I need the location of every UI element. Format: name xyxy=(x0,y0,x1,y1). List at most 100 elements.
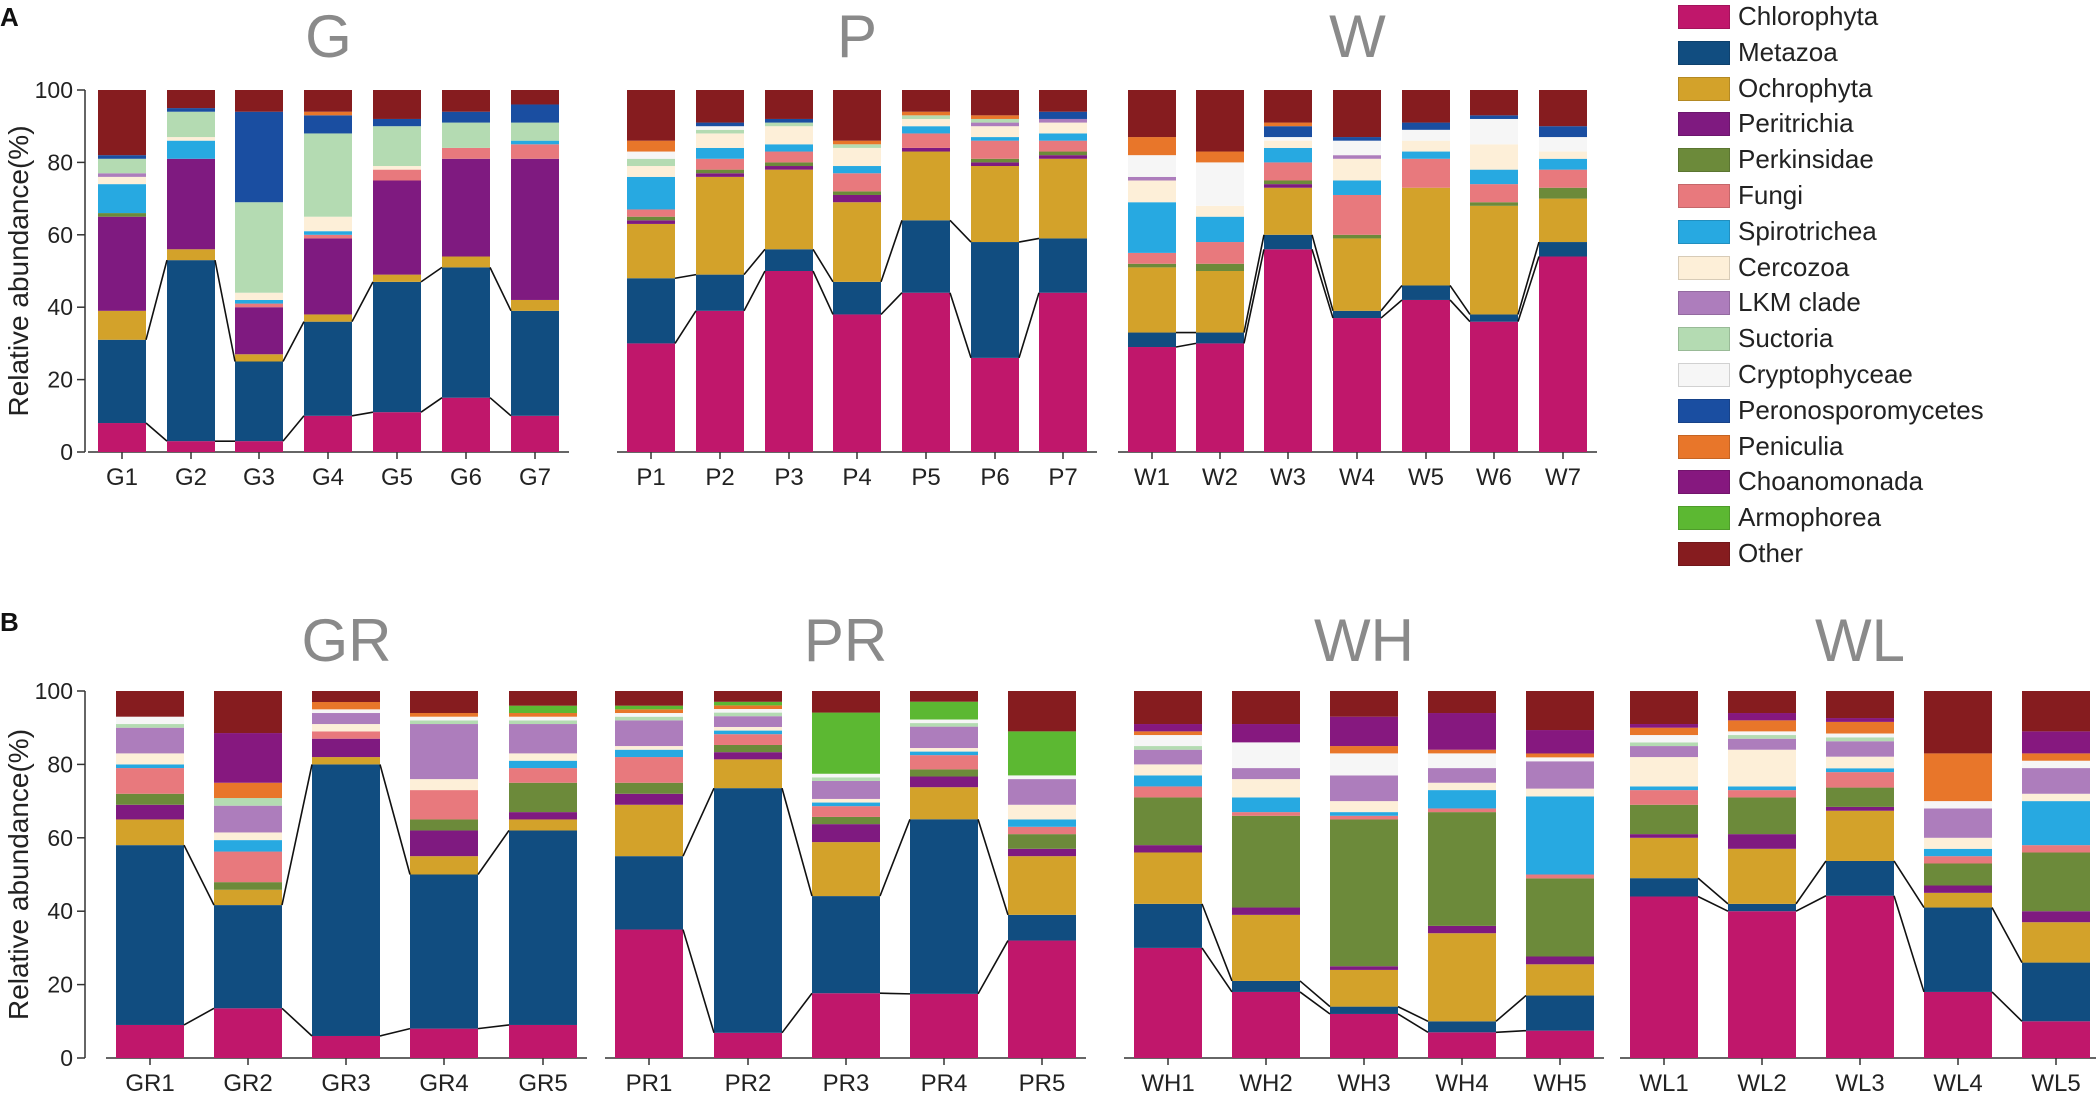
bar-segment-peronosporomycetes xyxy=(765,118,813,123)
bar-segment-choanomonada xyxy=(1630,724,1698,728)
bar-segment-fungi xyxy=(833,173,881,192)
legend-label: Armophorea xyxy=(1738,502,1882,533)
bar-segment-chlorophyta xyxy=(714,1032,782,1058)
bar-segment-peronosporomycetes xyxy=(304,115,352,134)
bar-segment-peronosporomycetes xyxy=(696,122,744,127)
bar-segment-fungi xyxy=(442,147,490,159)
bar-segment-ochrophyta xyxy=(1134,852,1202,904)
bar-segment-metazoa xyxy=(1728,903,1796,912)
legend-label: Chlorophyta xyxy=(1738,1,1879,31)
bar-segment-peritrichia xyxy=(312,738,380,758)
bar-segment-other xyxy=(1330,691,1398,717)
bar-segment-cryptophyceae xyxy=(812,773,880,778)
bar-segment-cercozoa xyxy=(1232,779,1300,798)
bar-segment-cryptophyceae xyxy=(1470,118,1518,145)
legend-swatch xyxy=(1678,291,1730,316)
bar-segment-cercozoa xyxy=(1539,151,1587,159)
bar-segment-fungi xyxy=(1728,790,1796,798)
legend-swatch xyxy=(1678,5,1730,29)
bar-segment-metazoa xyxy=(1232,980,1300,992)
bar-segment-ochrophyta xyxy=(812,842,880,897)
bar-segment-metazoa xyxy=(1264,234,1312,250)
bar-segment-other xyxy=(1134,691,1202,725)
bar-segment-cercozoa xyxy=(98,176,146,185)
bar-segment-ochrophyta xyxy=(511,299,559,311)
bar-segment-peronosporomycetes xyxy=(235,111,283,203)
bar-segment-other xyxy=(1128,90,1176,138)
bar-segment-metazoa xyxy=(1470,314,1518,322)
bar-segment-spirotrichea xyxy=(1039,133,1087,141)
bar-segment-other xyxy=(902,90,950,112)
chlorophyta-connector-line xyxy=(183,1007,510,1037)
bar-segment-cryptophyceae xyxy=(627,151,675,159)
bar-segment-other xyxy=(312,691,380,703)
chlorophyta-connector-line xyxy=(145,397,512,442)
bar-segment-fungi xyxy=(1526,874,1594,879)
bar-segment-ochrophyta xyxy=(442,256,490,268)
bar-segment-metazoa xyxy=(1539,242,1587,257)
bar-segment-cercozoa xyxy=(1428,782,1496,791)
bar-segment-cryptophyceae xyxy=(1330,753,1398,776)
bar-segment-choanomonada xyxy=(1134,724,1202,732)
bar-segment-peniculia xyxy=(615,709,683,714)
bar-segment-perkinsidae xyxy=(1539,187,1587,199)
bar-segment-peritrichia xyxy=(1924,885,1992,893)
bar-segment-ochrophyta xyxy=(1728,848,1796,904)
bar-segment-peniculia xyxy=(1330,746,1398,754)
bar-segment-metazoa xyxy=(214,905,282,1009)
legend-swatch xyxy=(1678,76,1730,101)
bar-segment-suctoria xyxy=(167,111,215,138)
bar-segment-chlorophyta xyxy=(1134,947,1202,1058)
bar-segment-other xyxy=(1826,691,1894,719)
bar-segment-perkinsidae xyxy=(1630,804,1698,835)
bar-segment-spirotrichea xyxy=(971,137,1019,141)
bar-segment-metazoa xyxy=(1924,907,1992,992)
bar-segment-other xyxy=(696,90,744,123)
bar-segment-spirotrichea xyxy=(714,730,782,735)
legend-label: Spirotrichea xyxy=(1738,215,1877,246)
bar-segment-suctoria xyxy=(1134,746,1202,750)
bar-segment-metazoa xyxy=(442,267,490,398)
bar-segment-metazoa xyxy=(1128,332,1176,348)
bar-segment-perkinsidae xyxy=(1428,812,1496,926)
bar-segment-metazoa xyxy=(1428,1021,1496,1033)
bar-segment-lkm-clade xyxy=(98,173,146,177)
bar-segment-spirotrichea xyxy=(1232,797,1300,813)
bar-segment-cryptophyceae xyxy=(714,708,782,713)
bar-segment-metazoa xyxy=(373,281,421,413)
bar-segment-perkinsidae xyxy=(509,782,577,813)
bar-segment-metazoa xyxy=(627,278,675,344)
bar-segment-peniculia xyxy=(1728,720,1796,732)
bar-segment-ochrophyta xyxy=(1330,969,1398,1007)
bar-segment-fungi xyxy=(214,851,282,883)
metazoa-connector-line xyxy=(1201,903,1527,1023)
bar-segment-lkm-clade xyxy=(2022,768,2090,794)
bar-segment-fungi xyxy=(1134,786,1202,798)
bar-segment-other xyxy=(214,691,282,734)
group-title: GR xyxy=(302,607,392,674)
bar-segment-lkm-clade xyxy=(971,122,1019,127)
x-tick-label: P1 xyxy=(636,464,665,491)
bar-segment-armophorea xyxy=(812,712,880,774)
bar-segment-suctoria xyxy=(910,723,978,727)
bar-segment-chlorophyta xyxy=(1232,991,1300,1058)
bar-segment-fungi xyxy=(511,144,559,159)
bar-segment-peniculia xyxy=(1526,753,1594,758)
bar-segment-ochrophyta xyxy=(2022,922,2090,963)
bar-segment-ochrophyta xyxy=(627,223,675,279)
legend-swatch xyxy=(1678,506,1730,531)
metazoa-connector-line xyxy=(674,219,1040,283)
bar-segment-chlorophyta xyxy=(312,1035,380,1058)
bar-segment-spirotrichea xyxy=(1333,180,1381,195)
chlorophyta-connector-line xyxy=(1175,249,1540,348)
bar-segment-suctoria xyxy=(509,720,577,725)
bar-segment-cercozoa xyxy=(1470,144,1518,170)
bar-segment-peritrichia xyxy=(167,158,215,250)
bar-segment-cercozoa xyxy=(1008,804,1076,820)
bar-segment-cercozoa xyxy=(1924,837,1992,849)
x-tick-label: PR4 xyxy=(921,1070,968,1093)
metazoa-connector-line xyxy=(183,764,510,906)
bar-segment-chlorophyta xyxy=(765,271,813,452)
bar-segment-cryptophyceae xyxy=(1428,753,1496,769)
bar-segment-perkinsidae xyxy=(812,816,880,825)
